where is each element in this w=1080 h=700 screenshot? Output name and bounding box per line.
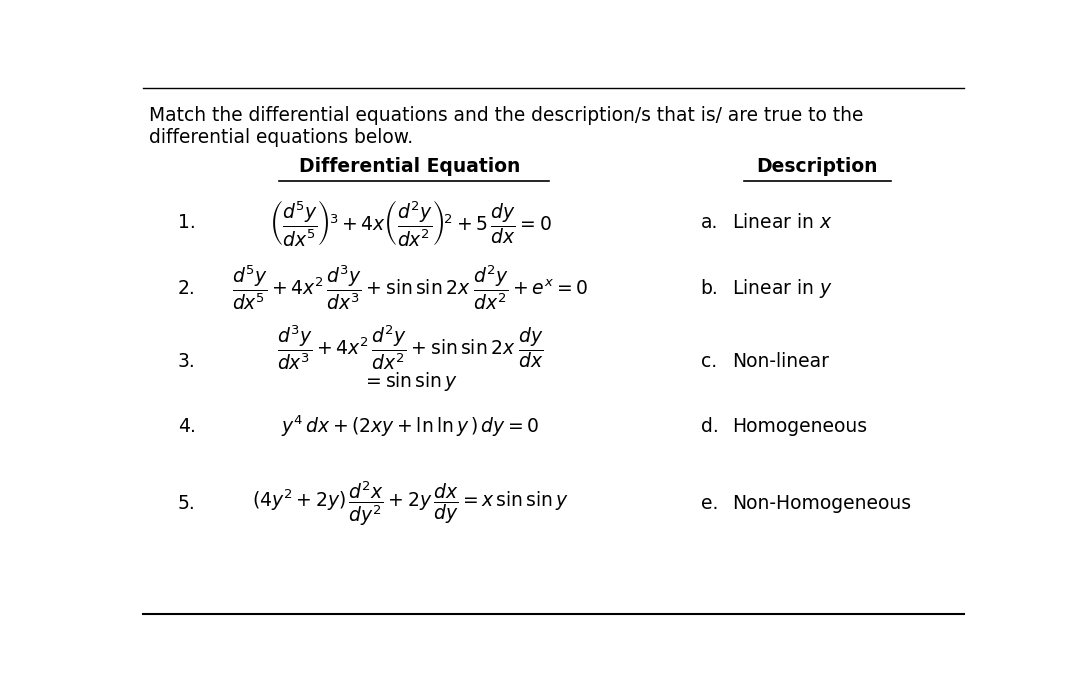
Text: Description: Description	[756, 158, 878, 176]
Text: e.: e.	[701, 494, 718, 513]
Text: 1.: 1.	[177, 213, 195, 232]
Text: $\dfrac{d^3y}{dx^3} + 4x^2\,\dfrac{d^2y}{dx^2} +\mathrm{sin}\,\mathrm{sin}\,2x\;: $\dfrac{d^3y}{dx^3} + 4x^2\,\dfrac{d^2y}…	[276, 323, 543, 372]
Text: 3.: 3.	[177, 351, 195, 371]
Text: $\left(\dfrac{d^5y}{dx^5}\right)^{\!3} + 4x\left(\dfrac{d^2y}{dx^2}\right)^{\!2}: $\left(\dfrac{d^5y}{dx^5}\right)^{\!3} +…	[269, 197, 552, 248]
Text: $y^4\,dx + (2xy + \ln\ln y\,)\,dy = 0$: $y^4\,dx + (2xy + \ln\ln y\,)\,dy = 0$	[281, 414, 539, 440]
Text: 5.: 5.	[177, 494, 195, 513]
Text: Homogeneous: Homogeneous	[732, 417, 867, 436]
Text: 4.: 4.	[177, 417, 195, 436]
Text: Match the differential equations and the description/s that is/ are true to the
: Match the differential equations and the…	[149, 106, 863, 146]
Text: Differential Equation: Differential Equation	[299, 158, 521, 176]
Text: Non-Homogeneous: Non-Homogeneous	[732, 494, 910, 513]
Text: Non-linear: Non-linear	[732, 351, 828, 371]
Text: $=\mathrm{sin}\,\mathrm{sin}\,y$: $=\mathrm{sin}\,\mathrm{sin}\,y$	[362, 370, 458, 393]
Text: $\dfrac{d^5y}{dx^5} + 4x^2\,\dfrac{d^3y}{dx^3} +\mathrm{sin}\,\mathrm{sin}\,2x\;: $\dfrac{d^5y}{dx^5} + 4x^2\,\dfrac{d^3y}…	[232, 264, 589, 312]
Text: d.: d.	[701, 417, 718, 436]
Text: 2.: 2.	[177, 279, 195, 298]
Text: Linear in $x$: Linear in $x$	[732, 213, 833, 232]
Text: Linear in $y$: Linear in $y$	[732, 276, 833, 300]
Text: $(4y^2 + 2y)\,\dfrac{d^2x}{dy^2} + 2y\,\dfrac{dx}{dy} = x\,\mathrm{sin}\,\mathrm: $(4y^2 + 2y)\,\dfrac{d^2x}{dy^2} + 2y\,\…	[252, 480, 568, 528]
Text: a.: a.	[701, 213, 718, 232]
Text: b.: b.	[701, 279, 718, 298]
Text: c.: c.	[701, 351, 717, 371]
